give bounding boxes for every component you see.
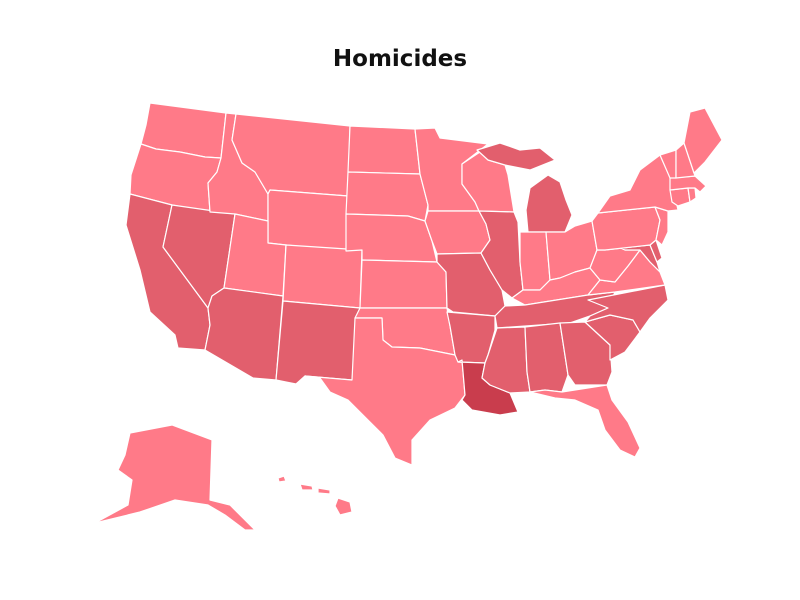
map-title: Homicides (332, 46, 468, 72)
state-rhode-island[interactable] (687, 187, 697, 203)
state-colorado[interactable] (282, 244, 363, 309)
state-kansas[interactable] (359, 259, 448, 309)
state-south-dakota[interactable] (345, 171, 429, 222)
state-indiana[interactable] (519, 231, 551, 291)
state-connecticut[interactable] (669, 187, 691, 207)
state-arizona[interactable] (204, 287, 284, 381)
state-new-hampshire[interactable] (675, 142, 696, 179)
state-illinois[interactable] (478, 210, 524, 299)
state-new-mexico[interactable] (275, 300, 361, 385)
state-maine[interactable] (683, 107, 723, 174)
state-iowa[interactable] (424, 210, 491, 255)
state-alaska[interactable] (94, 424, 256, 531)
state-hawaii[interactable] (277, 475, 353, 516)
state-michigan[interactable] (476, 142, 573, 233)
state-pennsylvania[interactable] (591, 206, 661, 251)
state-wyoming[interactable] (267, 189, 349, 252)
state-north-carolina[interactable] (584, 284, 669, 333)
state-north-dakota[interactable] (347, 125, 421, 175)
state-massachusetts[interactable] (669, 175, 707, 193)
state-florida[interactable] (529, 384, 641, 458)
state-texas[interactable] (304, 317, 466, 466)
